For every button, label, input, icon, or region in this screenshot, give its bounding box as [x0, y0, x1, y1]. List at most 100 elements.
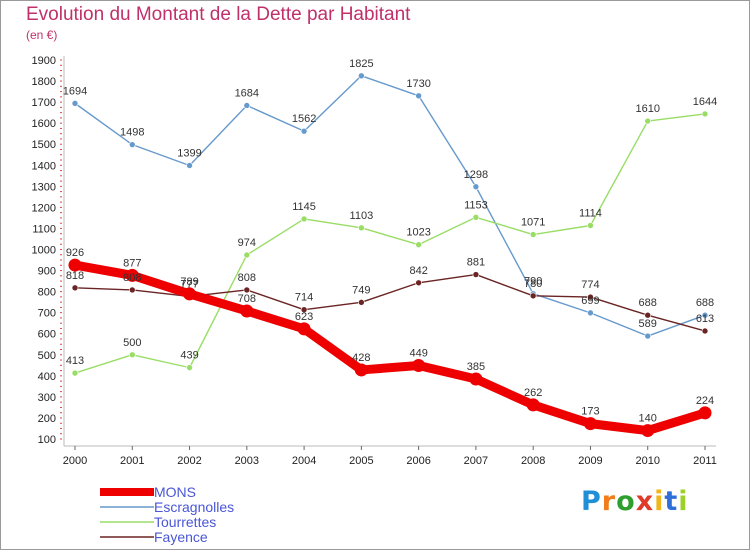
x-tick-label: 2001 [120, 455, 144, 467]
logo-letter: P [581, 486, 602, 517]
data-label-escragnolles: 1399 [177, 147, 201, 159]
y-tick-label: 1700 [32, 97, 56, 109]
data-label-escragnolles: 1562 [292, 113, 316, 125]
y-tick-label: 1200 [32, 202, 56, 214]
logo-letter: r [601, 486, 617, 517]
y-tick-label: 1300 [32, 181, 56, 193]
data-label-fayence: 777 [180, 278, 198, 290]
y-tick-label: 900 [38, 266, 56, 278]
data-label-tourrettes: 1610 [635, 103, 659, 115]
data-point-fayence [243, 286, 251, 294]
data-point-tourrettes [186, 364, 193, 371]
data-label-escragnolles: 699 [581, 295, 599, 307]
x-tick-label: 2009 [578, 455, 602, 467]
series-line-escragnolles [74, 75, 706, 337]
x-tick-label: 2002 [177, 455, 201, 467]
y-tick-label: 500 [38, 350, 56, 362]
data-point-fayence [472, 271, 480, 278]
legend-label-mons: MONS [154, 484, 196, 500]
legend-label-escragnolles: Escragnolles [154, 499, 234, 515]
data-point-fayence [415, 279, 422, 287]
data-point-escragnolles [701, 311, 709, 319]
y-tick-label: 1800 [32, 76, 56, 88]
legend-label-fayence: Fayence [154, 529, 208, 545]
data-point-mons [641, 424, 655, 438]
data-label-tourrettes: 439 [180, 350, 198, 362]
x-tick-label: 2008 [521, 455, 545, 467]
data-point-fayence [71, 284, 79, 292]
data-point-escragnolles [472, 183, 480, 191]
data-point-escragnolles [415, 92, 422, 100]
x-tick-label: 2011 [693, 455, 717, 467]
data-label-escragnolles: 1298 [464, 169, 488, 181]
data-label-mons: 708 [238, 293, 256, 305]
data-point-mons [583, 417, 597, 431]
data-point-tourrettes [529, 231, 537, 238]
data-label-escragnolles: 1825 [349, 58, 373, 70]
data-label-tourrettes: 500 [123, 337, 141, 349]
data-point-tourrettes [472, 213, 480, 221]
x-tick-label: 2005 [349, 455, 373, 467]
data-point-mons [68, 258, 82, 272]
chart-subtitle: (en €) [26, 28, 58, 42]
data-point-escragnolles [128, 141, 136, 148]
data-point-tourrettes [71, 369, 79, 377]
data-point-fayence [529, 292, 537, 300]
data-label-escragnolles: 688 [696, 297, 714, 309]
data-label-escragnolles: 589 [639, 318, 657, 330]
logo-letter: i [678, 486, 689, 517]
data-label-mons: 623 [295, 311, 313, 323]
data-point-fayence [587, 293, 594, 301]
data-point-fayence [644, 311, 652, 319]
y-tick-label: 1400 [32, 160, 56, 172]
data-point-tourrettes [644, 117, 652, 125]
data-label-mons: 173 [581, 406, 599, 418]
data-point-mons [698, 406, 712, 420]
data-label-mons: 262 [524, 387, 542, 399]
y-tick-label: 200 [38, 413, 56, 425]
data-label-mons: 428 [352, 352, 370, 364]
y-tick-label: 800 [38, 287, 56, 299]
data-label-fayence: 774 [581, 279, 599, 291]
data-label-fayence: 613 [696, 313, 714, 325]
data-label-fayence: 881 [467, 257, 485, 269]
data-label-mons: 140 [639, 413, 657, 425]
data-point-mons [412, 359, 426, 373]
x-tick-label: 2004 [292, 455, 316, 467]
data-point-tourrettes [587, 222, 594, 229]
series-line-mons [70, 260, 710, 436]
proxiti-logo: Proxiti [581, 486, 689, 517]
data-label-escragnolles: 1498 [120, 127, 144, 139]
data-label-tourrettes: 1103 [350, 210, 374, 222]
data-label-mons: 877 [123, 257, 141, 269]
data-label-escragnolles: 1684 [235, 87, 259, 99]
data-point-escragnolles [71, 100, 79, 107]
series-line-tourrettes [74, 113, 706, 374]
data-point-mons [469, 372, 483, 386]
logo-letter: i [654, 486, 665, 517]
chart-title: Evolution du Montant de la Dette par Hab… [26, 4, 411, 25]
data-point-tourrettes [243, 251, 251, 259]
y-tick-label: 1900 [32, 55, 56, 67]
data-point-mons [125, 268, 139, 282]
data-label-escragnolles: 1730 [406, 78, 430, 90]
data-point-escragnolles [300, 127, 308, 135]
y-tick-label: 1600 [32, 118, 56, 130]
data-point-fayence [358, 299, 365, 306]
y-tick-label: 1500 [32, 139, 56, 151]
data-point-tourrettes [415, 241, 422, 248]
x-tick-label: 2010 [635, 455, 659, 467]
data-label-mons: 926 [66, 247, 84, 259]
data-label-tourrettes: 974 [238, 237, 256, 249]
data-point-escragnolles [587, 309, 594, 317]
data-point-tourrettes [358, 224, 365, 232]
data-point-mons [183, 287, 197, 301]
data-label-fayence: 714 [295, 292, 313, 304]
data-label-tourrettes: 1114 [579, 207, 602, 219]
legend-label-tourrettes: Tourrettes [154, 514, 216, 530]
data-point-escragnolles [358, 72, 365, 80]
y-tick-label: 1100 [32, 223, 56, 235]
data-label-mons: 224 [696, 395, 714, 407]
data-label-fayence: 818 [66, 270, 84, 282]
x-tick-label: 2003 [235, 455, 259, 467]
